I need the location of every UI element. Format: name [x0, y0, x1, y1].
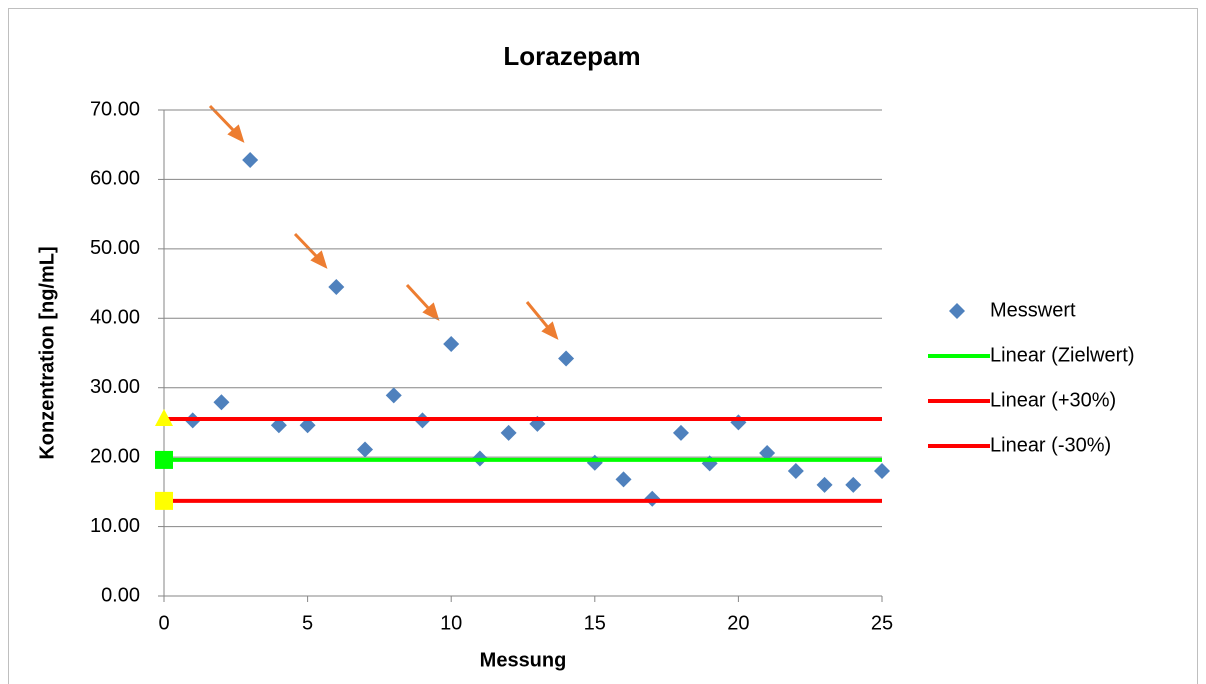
- data-point: [270, 417, 287, 434]
- data-point: [357, 441, 374, 458]
- x-tick-label: 15: [584, 612, 606, 634]
- y-tick-label: 70.00: [90, 98, 140, 120]
- x-tick-label: 10: [440, 612, 462, 634]
- x-tick-label: 5: [302, 612, 313, 634]
- data-point: [787, 463, 804, 480]
- data-point: [443, 335, 460, 352]
- data-point: [242, 151, 259, 168]
- data-point: [845, 476, 862, 493]
- y-tick-label: 30.00: [90, 376, 140, 398]
- data-point: [672, 424, 689, 441]
- legend-label: Linear (-30%): [990, 434, 1111, 456]
- data-point: [385, 387, 402, 404]
- x-tick-label: 0: [158, 612, 169, 634]
- data-point: [816, 476, 833, 493]
- chart-border: [8, 8, 1198, 684]
- line-marker: [155, 450, 173, 469]
- y-axis-title: Konzentration [ng/mL]: [36, 246, 58, 459]
- line-marker: [155, 491, 173, 510]
- legend-marker: [949, 303, 965, 319]
- y-tick-label: 50.00: [90, 237, 140, 259]
- data-point: [328, 279, 345, 296]
- annotation-arrows: [208, 104, 559, 340]
- x-axis-title: Messung: [480, 649, 567, 671]
- y-tick-label: 10.00: [90, 515, 140, 537]
- data-point: [500, 424, 517, 441]
- y-tick-label: 20.00: [90, 445, 140, 467]
- x-tick-label: 20: [727, 612, 749, 634]
- x-tick-label: 25: [871, 612, 893, 634]
- chart-title: Lorazepam: [503, 41, 640, 71]
- y-tick-label: 60.00: [90, 168, 140, 190]
- y-tick-label: 0.00: [101, 584, 140, 606]
- data-point: [874, 463, 890, 480]
- legend-label: Linear (Zielwert): [990, 344, 1134, 366]
- data-point: [213, 394, 230, 411]
- data-point: [558, 350, 575, 367]
- data-point: [299, 417, 316, 434]
- line-marker: [155, 408, 173, 426]
- y-tick-label: 40.00: [90, 307, 140, 329]
- legend-label: Linear (+30%): [990, 389, 1116, 411]
- data-point: [615, 471, 632, 488]
- legend-label: Messwert: [990, 299, 1076, 321]
- data-point: [759, 444, 776, 461]
